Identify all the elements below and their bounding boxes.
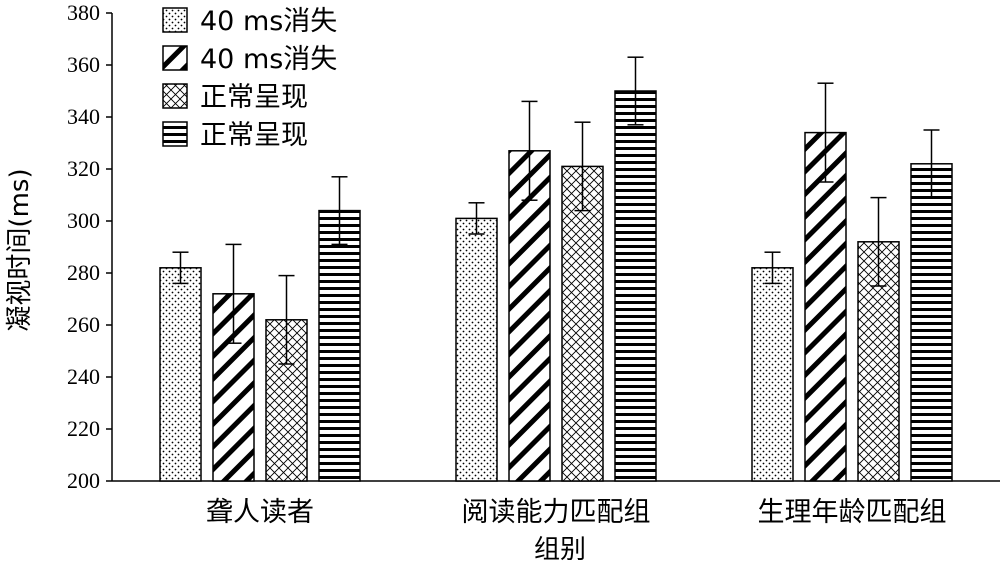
y-tick-label: 280: [67, 260, 100, 285]
legend-swatch: [162, 7, 188, 33]
legend-swatch: [162, 121, 188, 147]
bar: [508, 150, 551, 482]
legend-swatch: [162, 45, 188, 71]
bar: [318, 209, 361, 482]
bar: [910, 163, 953, 482]
x-axis-title: 组别: [534, 535, 586, 565]
x-category-label: 聋人读者: [206, 497, 314, 528]
legend-label: 正常呈现: [200, 120, 308, 151]
bar: [804, 131, 847, 482]
bars: [159, 56, 953, 482]
legend-label: 40 ms消失: [200, 44, 337, 75]
y-tick-label: 200: [67, 468, 100, 493]
x-category-label: 生理年龄匹配组: [758, 497, 947, 528]
y-axis-title: 凝视时间(ms): [5, 168, 35, 331]
y-tick-label: 360: [67, 52, 100, 77]
legend-label: 40 ms消失: [200, 6, 337, 37]
x-axis: 聋人读者 阅读能力匹配组 生理年龄匹配组: [112, 480, 1000, 528]
legend-swatch: [162, 83, 188, 109]
legend-label: 正常呈现: [200, 82, 308, 113]
bar: [751, 267, 794, 482]
bar: [455, 217, 498, 482]
bar: [561, 165, 604, 482]
y-tick-label: 340: [67, 104, 100, 129]
bar: [159, 267, 202, 482]
y-tick-label: 300: [67, 208, 100, 233]
y-tick-label: 260: [67, 312, 100, 337]
bar: [614, 90, 657, 482]
x-category-label: 阅读能力匹配组: [462, 497, 651, 528]
y-tick-label: 220: [67, 416, 100, 441]
y-tick-label: 320: [67, 156, 100, 181]
y-tick-label: 240: [67, 364, 100, 389]
y-axis: 200 220 240 260 280 300 320 340 360 380: [67, 0, 113, 493]
y-tick-label: 380: [67, 0, 100, 25]
